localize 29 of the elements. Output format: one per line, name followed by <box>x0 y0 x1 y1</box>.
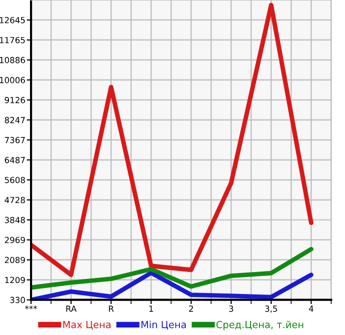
y-tick-label: 3848 <box>4 216 25 224</box>
y-tick-label: 1209 <box>5 276 25 284</box>
x-tick-label: 4 <box>308 306 314 312</box>
y-tick-label: 10006 <box>0 76 25 84</box>
x-tick-label: 1 <box>149 306 153 312</box>
x-tick-label: 3 <box>229 306 234 312</box>
line-series <box>31 246 314 290</box>
x-tick-label: R <box>109 306 114 312</box>
legend-label: Min Цена <box>141 320 186 330</box>
y-tick-label: 6487 <box>4 156 25 164</box>
y-tick-label: 8247 <box>4 116 25 124</box>
y-tick-label: 9126 <box>4 96 25 104</box>
y-tick-label: 10886 <box>0 56 25 64</box>
x-tick-label: 2 <box>189 306 193 312</box>
y-tick-label: 2969 <box>4 236 25 244</box>
legend-label: Сред.Цена, т.йен <box>216 320 304 330</box>
y-tick-label: 330 <box>10 296 25 304</box>
y-tick-label: 4728 <box>4 196 25 204</box>
y-tick-label: 5608 <box>4 176 25 184</box>
y-tick-label: 12645 <box>0 16 25 24</box>
legend-label: Max Цена <box>63 321 110 330</box>
x-tick-label: 3,5 <box>265 306 278 313</box>
y-tick-label: 11765 <box>0 36 25 44</box>
y-tick-label: 7367 <box>4 136 25 144</box>
line-series <box>31 270 314 300</box>
line-series <box>31 2 314 278</box>
x-tick-label: RA <box>66 306 77 312</box>
x-tick-label: *** <box>25 306 38 310</box>
y-tick-label: 2089 <box>4 256 25 264</box>
